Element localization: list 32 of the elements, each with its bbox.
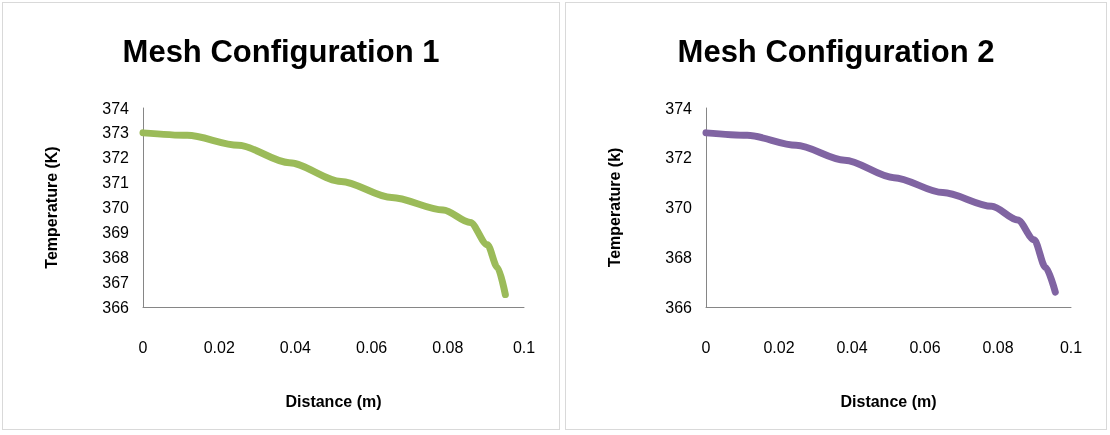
x-tick-label: 0.02 [763, 338, 795, 356]
y-tick-label: 373 [102, 124, 130, 142]
x-tick-label: 0 [701, 338, 711, 356]
y-axis-title: Temperature (K) [42, 146, 60, 269]
x-tick-label: 0.08 [982, 338, 1014, 356]
y-tick-label: 366 [665, 298, 693, 316]
x-tick-label: 0.02 [203, 338, 235, 356]
x-tick-label: 0.1 [512, 338, 536, 356]
y-tick-label: 374 [102, 99, 130, 117]
y-tick-label: 374 [665, 99, 693, 117]
x-tick-label: 0.04 [836, 338, 868, 356]
y-tick-label: 370 [102, 199, 130, 216]
y-tick-label: 366 [102, 298, 130, 316]
chart-title: Mesh Configuration 1 [122, 34, 440, 69]
y-tick-label: 372 [665, 149, 693, 167]
y-tick-label: 369 [102, 223, 130, 241]
x-tick-label: 0 [138, 338, 148, 356]
x-tick-label: 0.06 [909, 338, 941, 356]
y-axis-title: Temperature (k) [605, 147, 623, 268]
chart-title: Mesh Configuration 2 [677, 34, 995, 69]
y-tick-label: 368 [102, 248, 130, 266]
x-axis-title: Distance (m) [840, 392, 937, 410]
x-tick-label: 0.06 [356, 338, 388, 356]
x-tick-label: 0.04 [279, 338, 312, 356]
y-tick-label: 368 [665, 248, 693, 266]
y-tick-label: 367 [102, 273, 130, 291]
x-axis-title: Distance (m) [285, 392, 382, 410]
y-tick-label: 372 [102, 149, 130, 167]
y-tick-label: 371 [102, 174, 130, 192]
x-tick-label: 0.1 [1059, 338, 1083, 356]
y-tick-label: 370 [665, 199, 693, 216]
x-tick-label: 0.08 [432, 338, 464, 356]
